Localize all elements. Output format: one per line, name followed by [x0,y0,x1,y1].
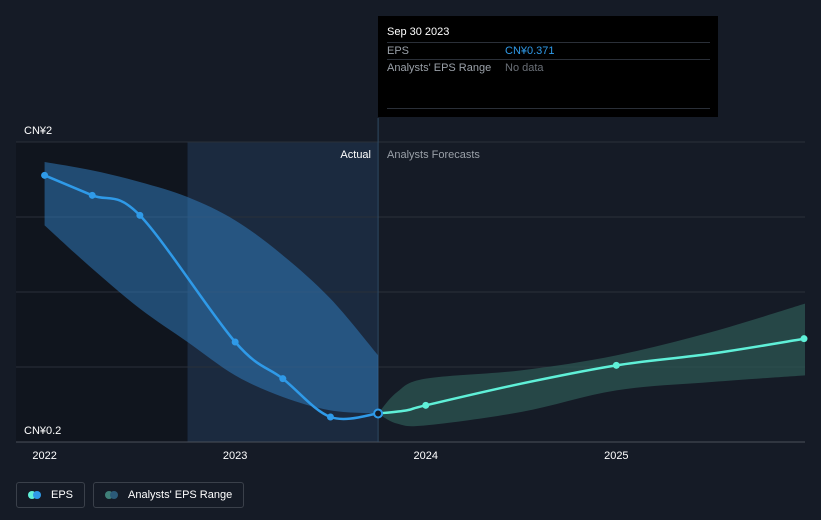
tooltip-row-range: Analysts' EPS Range No data [387,59,710,76]
y-tick-label: CN¥0.2 [24,425,61,437]
legend: EPS Analysts' EPS Range [16,482,245,508]
eps-forecast-line [377,337,806,415]
forecast-point [800,335,808,343]
eps-legend-icon [28,491,43,499]
x-tick-label: 2024 [414,450,438,462]
eps-point-selected [373,408,384,419]
legend-eps-label: EPS [51,489,74,501]
x-tick-label: 2025 [604,450,628,462]
tooltip-eps-value: CN¥0.371 [505,45,555,57]
range-legend-icon [105,491,120,499]
x-tick-label: 2022 [32,450,56,462]
legend-range-button[interactable]: Analysts' EPS Range [93,482,245,508]
forecast-point [422,401,430,409]
actual-range-band [44,162,379,414]
tooltip-eps-label: EPS [387,45,410,57]
tooltip-divider [387,108,710,109]
eps-point [279,375,287,383]
eps-point [41,171,49,179]
tooltip-range-value: No data [505,62,544,74]
y-tick-label: CN¥2 [24,125,52,137]
bands [44,162,805,427]
forecast-range-band [378,303,805,427]
eps-point [326,413,334,421]
tooltip-row-eps: EPS CN¥0.371 [387,42,710,59]
actual-label: Actual [340,149,371,161]
eps-point [88,191,96,199]
tooltip-range-label: Analysts' EPS Range [387,62,492,74]
points [41,171,808,421]
x-tick-label: 2023 [223,450,247,462]
eps-point [136,211,144,219]
tooltip: Sep 30 2023 EPS CN¥0.371 Analysts' EPS R… [378,16,718,117]
eps-point [231,338,239,346]
forecast-point [612,361,620,369]
forecast-label: Analysts Forecasts [387,149,480,161]
tooltip-date: Sep 30 2023 [387,26,450,38]
ticks: CN¥2 CN¥0.2 2022 2023 2024 2025 [24,125,629,462]
legend-range-label: Analysts' EPS Range [128,489,233,501]
legend-eps-button[interactable]: EPS [16,482,86,508]
